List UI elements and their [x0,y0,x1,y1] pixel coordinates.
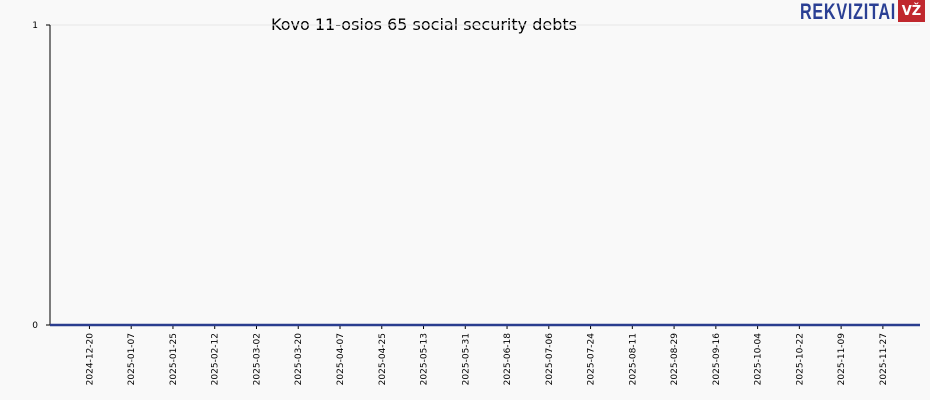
brand-badge[interactable]: VŽ [902,3,922,19]
x-tick-label: 2025-11-09 [837,333,847,386]
x-tick-label: 2025-01-07 [127,333,137,385]
x-tick-label: 2025-07-24 [587,333,597,386]
x-tick-label: 2025-02-12 [211,333,221,385]
x-tick-label: 2025-11-27 [879,333,889,385]
x-tick-label: 2025-08-11 [628,333,638,385]
x-tick-label: 2025-05-13 [420,333,430,385]
x-tick-label: 2025-06-18 [503,333,513,386]
x-tick-label: 2024-12-20 [85,333,95,386]
x-tick-label: 2025-10-04 [754,333,764,386]
x-tick-label: 2025-10-22 [795,333,805,385]
y-tick-label: 1 [32,21,38,31]
y-tick-label: 0 [32,321,38,331]
x-tick-label: 2025-09-16 [712,333,722,386]
x-tick-label: 2025-04-25 [378,333,388,385]
x-tick-label: 2025-03-02 [252,333,262,385]
x-tick-label: 2025-08-29 [670,333,680,386]
x-tick-label: 2025-03-20 [294,333,304,386]
brand-name[interactable]: REKVIZITAI [800,0,896,24]
x-tick-label: 2025-04-07 [336,333,346,385]
brand-badge-box [898,0,925,22]
x-tick-label: 2025-07-06 [545,333,555,386]
x-tick-label: 2025-05-31 [461,333,471,385]
x-tick-label: 2025-01-25 [169,333,179,385]
